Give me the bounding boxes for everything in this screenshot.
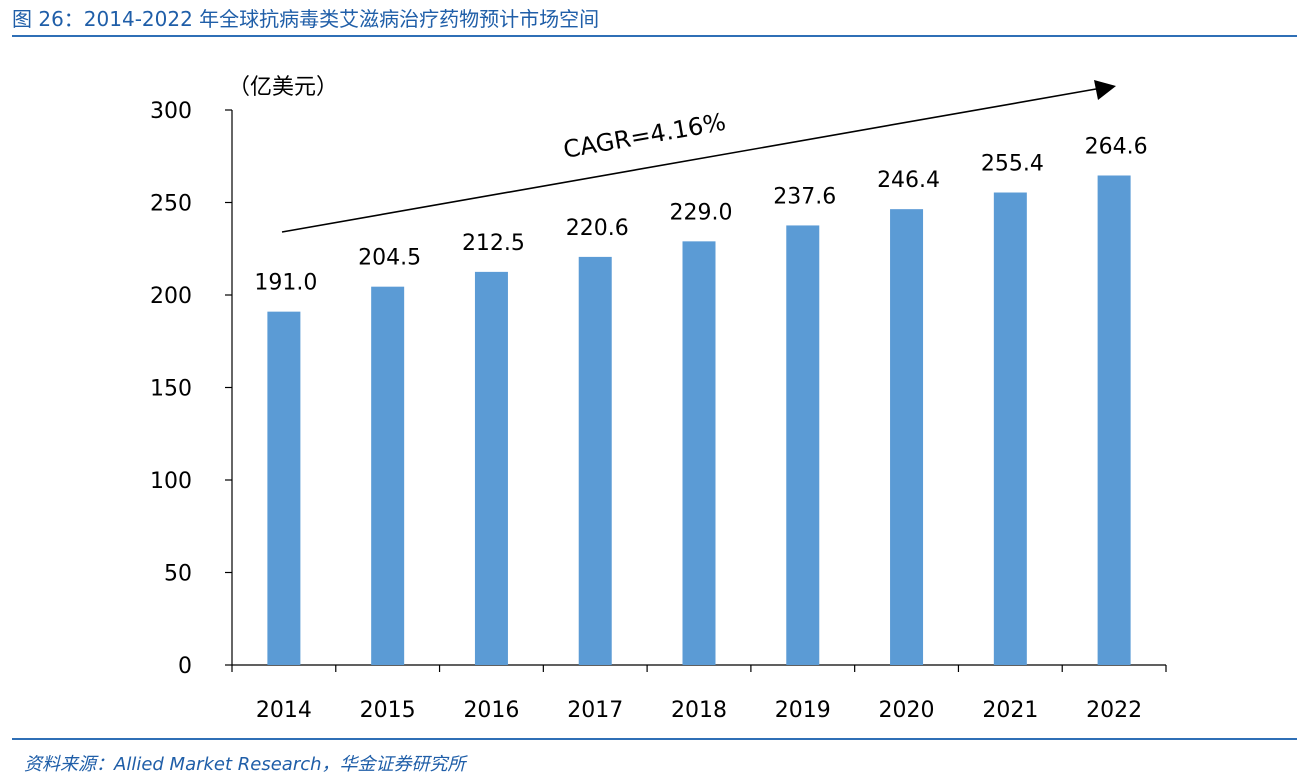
x-axis: 2014 2015 2016 2017 2018 2019 2020 2021 2022 — [231, 664, 1167, 723]
y-tick-label: 0 — [178, 654, 192, 679]
x-tick-label-2015: 2015 — [360, 698, 416, 723]
source-divider — [12, 738, 1297, 740]
source-note: 资料来源：Allied Market Research，华金证券研究所 — [24, 754, 466, 775]
y-tick-label: 100 — [150, 469, 192, 494]
y-unit-label: （亿美元） — [228, 75, 338, 100]
x-tick-label-2019: 2019 — [775, 698, 831, 723]
data-label-2021: 255.4 — [981, 152, 1044, 177]
bar-2020 — [890, 209, 924, 665]
title-divider — [12, 35, 1297, 37]
bar-series: 191.0 204.5 212.5 220.6 229.0 237.6 246.4 255.4… — [254, 134, 1148, 666]
data-label-2022: 264.6 — [1085, 134, 1148, 159]
arrow-head — [1094, 80, 1116, 100]
figure-title: 图 26：2014-2022 年全球抗病毒类艾滋病治疗药物预计市场空间 — [12, 7, 600, 31]
y-tick-label: 150 — [150, 377, 192, 402]
data-label-2016: 212.5 — [462, 231, 525, 256]
y-tick-label: 300 — [150, 99, 192, 124]
trend-line — [281, 88, 1097, 233]
bar-2016 — [474, 271, 508, 665]
x-tick-label-2020: 2020 — [879, 698, 935, 723]
data-label-2017: 220.6 — [566, 216, 629, 241]
data-label-2020: 246.4 — [877, 168, 940, 193]
cagr-trend-arrow — [281, 80, 1116, 233]
data-label-2014: 191.0 — [254, 271, 317, 296]
data-label-2018: 229.0 — [670, 200, 733, 225]
cagr-annotation: CAGR=4.16% — [561, 108, 728, 164]
bar-2014 — [267, 311, 301, 665]
x-tick-label-2014: 2014 — [256, 698, 312, 723]
bar-2017 — [578, 256, 612, 665]
bar-2019 — [786, 225, 820, 665]
x-tick-label-2017: 2017 — [567, 698, 623, 723]
y-tick-label: 200 — [150, 284, 192, 309]
x-tick-label-2016: 2016 — [463, 698, 519, 723]
data-label-2019: 237.6 — [773, 184, 836, 209]
bar-2021 — [993, 192, 1027, 665]
x-tick-label-2018: 2018 — [671, 698, 727, 723]
x-tick-label-2021: 2021 — [982, 698, 1038, 723]
y-axis: 0 50 100 150 200 250 300 — [150, 99, 233, 679]
data-label-2015: 204.5 — [358, 246, 421, 271]
x-tick-label-2022: 2022 — [1086, 698, 1142, 723]
bar-2022 — [1097, 175, 1131, 666]
bar-2015 — [371, 286, 405, 665]
y-tick-label: 50 — [164, 562, 192, 587]
bar-2018 — [682, 241, 716, 665]
y-tick-label: 250 — [150, 192, 192, 217]
